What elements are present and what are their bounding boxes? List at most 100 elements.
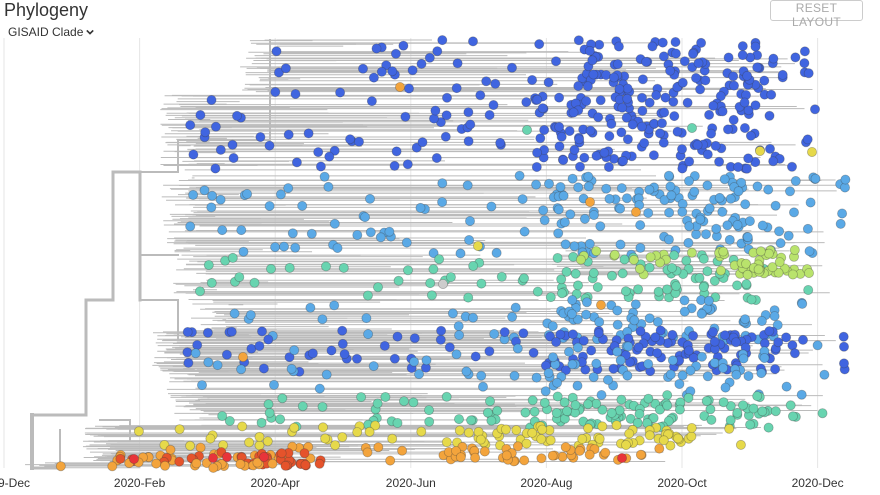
tip-node[interactable]: [482, 407, 493, 418]
tip-node[interactable]: [476, 370, 487, 381]
tip-node[interactable]: [599, 147, 610, 158]
tip-node[interactable]: [738, 353, 749, 364]
tip-node[interactable]: [603, 161, 614, 172]
tip-node[interactable]: [583, 423, 594, 434]
tip-node[interactable]: [643, 207, 654, 218]
tip-node[interactable]: [568, 107, 579, 118]
tip-node[interactable]: [335, 87, 346, 98]
tip-node[interactable]: [756, 315, 767, 326]
tip-node[interactable]: [838, 331, 849, 342]
tip-node[interactable]: [552, 252, 563, 263]
tip-node[interactable]: [366, 96, 377, 107]
tip-node[interactable]: [389, 353, 400, 364]
tip-node[interactable]: [763, 184, 774, 195]
tip-node[interactable]: [545, 331, 556, 342]
tip-node[interactable]: [622, 83, 633, 94]
tip-node[interactable]: [622, 193, 633, 204]
tip-node[interactable]: [636, 121, 647, 132]
tip-node[interactable]: [217, 225, 228, 236]
tip-node[interactable]: [720, 382, 731, 393]
tip-node[interactable]: [591, 398, 602, 409]
tip-node[interactable]: [737, 50, 748, 61]
tip-node[interactable]: [715, 91, 726, 102]
tip-node[interactable]: [612, 59, 623, 70]
tip-node[interactable]: [728, 71, 739, 82]
tip-node[interactable]: [581, 297, 592, 308]
tip-node[interactable]: [547, 321, 558, 332]
tip-node[interactable]: [643, 358, 654, 369]
tip-node[interactable]: [667, 329, 678, 340]
tip-node[interactable]: [692, 139, 703, 150]
tip-node[interactable]: [567, 359, 578, 370]
tip-node[interactable]: [591, 358, 602, 369]
tip-node[interactable]: [376, 66, 387, 77]
tip-node[interactable]: [767, 262, 778, 273]
tip-node[interactable]: [619, 254, 630, 265]
tip-node[interactable]: [738, 400, 749, 411]
tip-node[interactable]: [462, 180, 473, 191]
tip-node[interactable]: [744, 216, 755, 227]
tip-node[interactable]: [486, 201, 497, 212]
tip-node[interactable]: [437, 197, 448, 208]
tip-node[interactable]: [227, 252, 238, 263]
tip-node[interactable]: [317, 401, 328, 412]
tip-node[interactable]: [812, 340, 823, 351]
tip-node[interactable]: [624, 357, 635, 368]
tip-node[interactable]: [252, 457, 263, 468]
tip-node[interactable]: [277, 393, 288, 404]
tip-node[interactable]: [803, 284, 814, 295]
tip-node[interactable]: [553, 204, 564, 215]
tip-node[interactable]: [315, 161, 326, 172]
tip-node[interactable]: [665, 181, 676, 192]
tip-node[interactable]: [205, 433, 216, 444]
tip-node[interactable]: [450, 445, 461, 456]
tip-node[interactable]: [387, 66, 398, 77]
tip-node[interactable]: [790, 52, 801, 63]
tip-node[interactable]: [411, 142, 422, 153]
tip-node[interactable]: [597, 404, 608, 415]
tip-node[interactable]: [221, 451, 232, 462]
tip-node[interactable]: [188, 149, 199, 160]
tip-node[interactable]: [511, 425, 522, 436]
tip-node[interactable]: [284, 352, 295, 363]
tip-node[interactable]: [582, 81, 593, 92]
tip-node[interactable]: [773, 337, 784, 348]
tip-node[interactable]: [372, 398, 383, 409]
tip-node[interactable]: [537, 424, 548, 435]
tip-node[interactable]: [338, 262, 349, 273]
tip-node[interactable]: [437, 35, 448, 46]
tip-node[interactable]: [407, 65, 418, 76]
tip-node[interactable]: [391, 146, 402, 157]
tip-node[interactable]: [324, 151, 335, 162]
tip-node[interactable]: [781, 332, 792, 343]
tip-node[interactable]: [745, 130, 756, 141]
tip-node[interactable]: [733, 186, 744, 197]
tip-node[interactable]: [210, 163, 221, 174]
tip-node[interactable]: [484, 110, 495, 121]
tip-node[interactable]: [402, 159, 413, 170]
tip-node[interactable]: [621, 439, 632, 450]
tip-node[interactable]: [706, 414, 717, 425]
tip-node[interactable]: [577, 433, 588, 444]
tip-node[interactable]: [565, 209, 576, 220]
tip-node[interactable]: [468, 260, 479, 271]
tip-node[interactable]: [804, 246, 815, 257]
tip-node[interactable]: [286, 363, 297, 374]
tip-node[interactable]: [273, 67, 284, 78]
tip-node[interactable]: [159, 460, 170, 471]
tip-node[interactable]: [477, 381, 488, 392]
tip-node[interactable]: [463, 107, 474, 118]
tip-node[interactable]: [364, 193, 375, 204]
tip-node[interactable]: [679, 306, 690, 317]
tip-node[interactable]: [254, 340, 265, 351]
tip-node[interactable]: [264, 407, 275, 418]
tip-node[interactable]: [633, 284, 644, 295]
tip-node[interactable]: [752, 62, 763, 73]
tip-node[interactable]: [539, 125, 550, 136]
tip-node[interactable]: [604, 131, 615, 142]
tip-node[interactable]: [615, 355, 626, 366]
tip-node[interactable]: [572, 314, 583, 325]
tip-node[interactable]: [500, 424, 511, 435]
tip-node[interactable]: [519, 226, 530, 237]
tip-node[interactable]: [785, 186, 796, 197]
